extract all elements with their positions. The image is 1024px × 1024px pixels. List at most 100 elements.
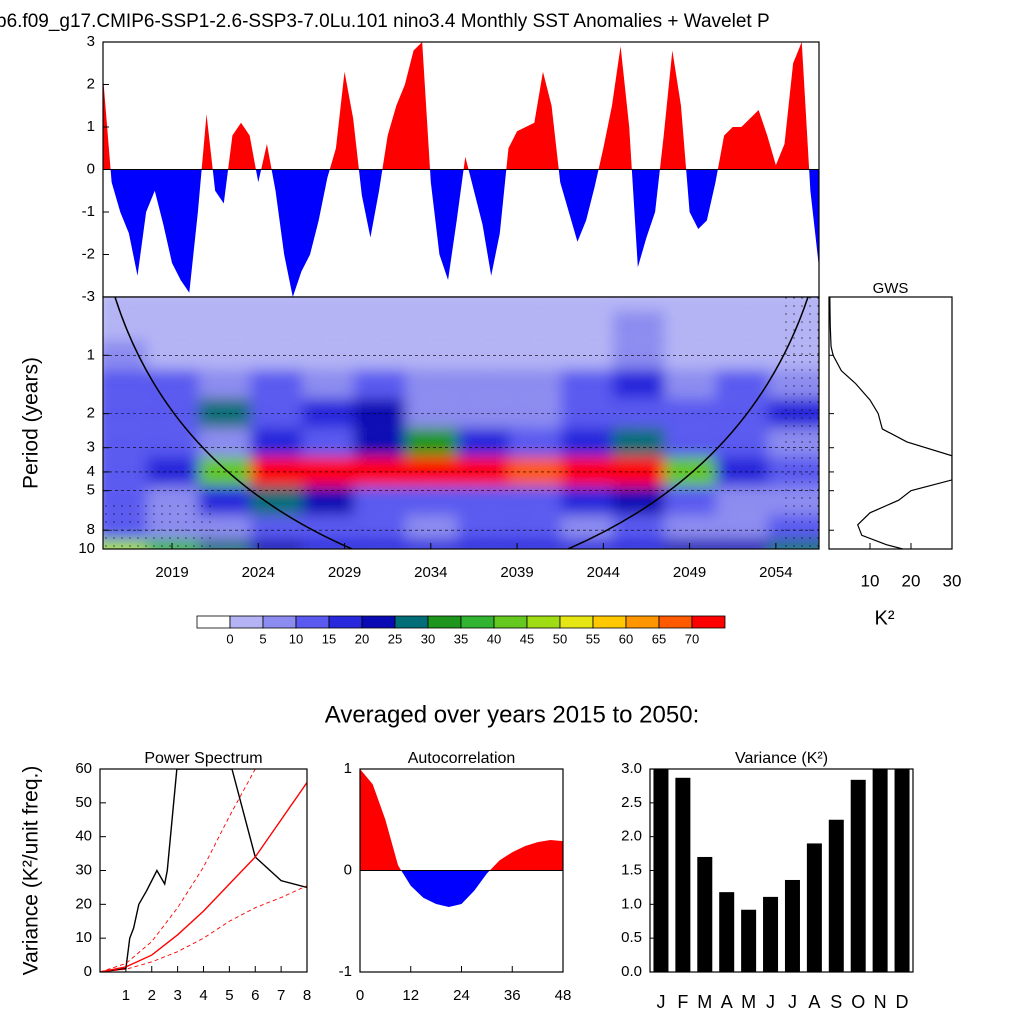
y-tick-label: 20 [75,895,92,912]
y-tick-label: 0.0 [621,963,642,980]
x-tick-label: D [896,992,909,1012]
heat-cell [612,297,681,312]
area-positive [103,42,819,170]
area-negative [360,870,563,908]
heat-cell [560,539,629,549]
y-tick-label: -2 [82,245,95,262]
x-tick-label: 2054 [759,564,792,581]
heat-cell [353,539,422,549]
heat-cell [716,539,784,549]
colorbar-box [229,615,264,629]
y-tick-label: -1 [82,203,95,220]
x-tick-label: 6 [251,987,259,1004]
y-tick-label: 1 [344,760,352,777]
heat-cell [250,539,319,549]
y-tick-label: 1 [87,346,95,363]
y-tick-label: 4 [87,463,95,480]
y-tick-label: 1.0 [621,895,642,912]
spectrum-line [829,297,952,549]
x-tick-label: 3 [173,987,181,1004]
heat-cell [405,297,474,312]
spectrum-line [100,769,256,972]
area-negative [103,169,819,297]
figure-title: p6.f09_g17.CMIP6-SSP1-2.6-SSP3-7.0Lu.101… [0,11,770,32]
y-tick-label: 3 [87,439,95,456]
y-tick-label: 0 [87,160,95,177]
x-tick-label: 2034 [414,564,447,581]
heat-cell [198,297,267,312]
colorbar-label: 0 [226,631,233,646]
panel-title: Autocorrelation [408,750,516,767]
colorbar-box [361,615,396,629]
x-tick-label: 24 [453,987,470,1004]
heat-cell [560,297,629,312]
colorbar-box [427,615,462,629]
heat-cell [509,297,577,312]
x-tick-label: A [808,992,820,1012]
bar [719,892,735,972]
heat-cell [250,297,319,312]
x-tick-label: F [677,992,688,1012]
x-tick-label: 2019 [155,564,188,581]
y-tick-label: -1 [339,963,352,980]
colorbar-box [460,615,495,629]
colorbar-box [559,615,594,629]
y-tick-label: 2 [87,405,95,422]
colorbar-box [262,615,297,629]
heat-cell [302,297,370,312]
y-tick-label: 2.5 [621,794,642,811]
y-tick-label: 60 [75,760,92,777]
colorbar-box [526,615,561,629]
x-tick-label: 36 [504,987,521,1004]
heat-cell [457,539,526,549]
panel-title: Power Spectrum [144,750,262,767]
y-tick-label: 3.0 [621,760,642,777]
y-tick-label: -3 [82,288,95,305]
bar [894,769,910,972]
heat-cell [716,297,784,312]
colorbar-label: 45 [520,631,534,646]
colorbar-label: 35 [454,631,468,646]
y-tick-label: 2 [87,75,95,92]
colorbar-box [658,615,693,629]
colorbar-box [295,615,330,629]
y-axis-label: Period (years) [20,357,43,489]
heat-cell [353,297,422,312]
bar [784,879,800,972]
colorbar-label: 10 [289,631,303,646]
colorbar-label: 30 [421,631,435,646]
colorbar-box [493,615,528,629]
x-tick-label: 1 [122,987,130,1004]
colorbar-box [625,615,660,629]
bar [850,779,866,972]
x-tick-label: 12 [402,987,419,1004]
heat-cell [198,539,267,549]
y-tick-label: 10 [78,540,95,557]
spectrum-line [100,769,307,972]
section-heading: Averaged over years 2015 to 2050: [325,701,699,728]
heatmap-clip [103,297,819,549]
colorbar-label: 20 [355,631,369,646]
bar [741,909,757,972]
x-tick-label: A [721,992,733,1012]
heat-cell [664,539,733,549]
area-positive [360,769,563,871]
y-tick-label: 50 [75,794,92,811]
x-tick-label: 2 [148,987,156,1004]
colorbar-label: 5 [259,631,266,646]
colorbar-box [592,615,627,629]
x-tick-label: 5 [225,987,233,1004]
x-tick-label: 2049 [673,564,706,581]
x-tick-label: 7 [277,987,285,1004]
plot-frame [828,296,953,550]
x-tick-label: S [830,992,842,1012]
colorbar-box [691,615,726,629]
bar [653,769,669,972]
heatmap [103,297,819,549]
spectrum-line [100,782,307,972]
colorbar-label: 50 [553,631,567,646]
x-tick-label: J [766,992,775,1012]
y-tick-label: 1.5 [621,861,642,878]
y-tick-label: 10 [75,929,92,946]
